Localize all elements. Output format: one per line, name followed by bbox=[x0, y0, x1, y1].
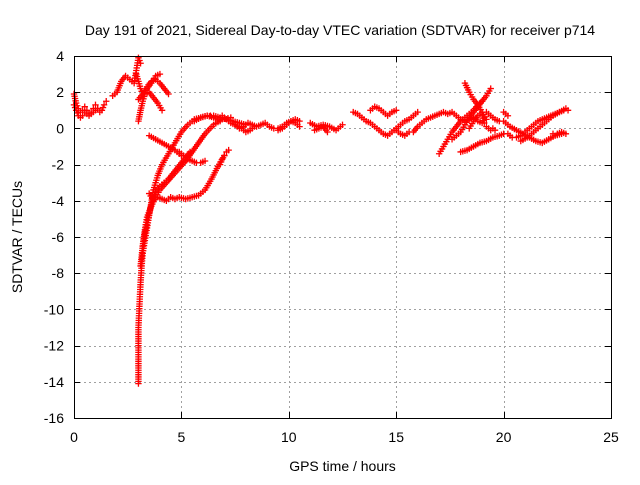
series-arc-25 bbox=[461, 79, 490, 123]
data-point bbox=[219, 155, 226, 163]
data-point bbox=[296, 117, 303, 125]
y-tick-label: -4 bbox=[52, 193, 65, 209]
data-point bbox=[165, 90, 172, 98]
series-arc-9 bbox=[139, 148, 194, 250]
series-arc-17 bbox=[274, 116, 303, 134]
data-point bbox=[491, 127, 499, 134]
y-tick-label: -6 bbox=[52, 229, 65, 245]
data-point bbox=[178, 152, 185, 159]
data-point bbox=[186, 148, 194, 156]
data-point bbox=[79, 112, 86, 119]
y-tick-label: 2 bbox=[56, 84, 64, 100]
x-tick-label: 15 bbox=[388, 429, 404, 445]
series-arc-28 bbox=[478, 112, 499, 134]
x-tick-label: 25 bbox=[603, 429, 619, 445]
data-point bbox=[201, 157, 209, 165]
y-tick-label: -12 bbox=[44, 338, 64, 354]
series-arc-19 bbox=[311, 123, 331, 136]
series-arc-11 bbox=[216, 146, 232, 168]
series-arc-21 bbox=[367, 103, 400, 119]
data-point bbox=[324, 128, 331, 136]
data-point bbox=[221, 152, 228, 159]
series-arc-18 bbox=[307, 119, 346, 134]
data-point bbox=[92, 101, 99, 109]
y-tick-label: 0 bbox=[56, 120, 64, 136]
y-axis-title: SDTVAR / TECUs bbox=[9, 181, 25, 293]
data-point bbox=[103, 98, 110, 105]
data-point bbox=[483, 116, 490, 123]
chart-title: Day 191 of 2021, Sidereal Day-to-day VTE… bbox=[85, 22, 595, 38]
x-tick-label: 5 bbox=[178, 429, 186, 445]
data-point bbox=[296, 123, 303, 130]
x-axis-title: GPS time / hours bbox=[289, 458, 396, 474]
data-point bbox=[225, 146, 232, 154]
y-tick-label: -16 bbox=[44, 410, 64, 426]
y-tick-label: -14 bbox=[44, 374, 64, 390]
x-tick-label: 10 bbox=[281, 429, 297, 445]
data-point bbox=[156, 70, 164, 78]
series-arc-31 bbox=[517, 105, 570, 145]
data-point bbox=[487, 85, 494, 92]
data-point bbox=[137, 60, 144, 67]
data-point bbox=[339, 121, 346, 128]
data-point bbox=[94, 105, 101, 112]
series-arc-32 bbox=[549, 128, 570, 138]
data-point bbox=[81, 103, 88, 110]
series-arc-16 bbox=[231, 121, 258, 136]
series-arc-27 bbox=[457, 130, 507, 156]
data-point bbox=[414, 108, 421, 116]
axis-ticks: 0 5 10 15 20 25 -16 -14 -12 -10 -8 -6 -4 -2 0 2 4 bbox=[44, 48, 619, 445]
data-point bbox=[393, 107, 400, 114]
grid bbox=[74, 56, 611, 418]
data-point bbox=[562, 105, 570, 112]
data-point bbox=[481, 119, 488, 127]
x-tick-label: 0 bbox=[70, 429, 78, 445]
series-arc-13 bbox=[145, 132, 185, 159]
data-point bbox=[158, 107, 166, 114]
y-tick-label: -2 bbox=[52, 157, 65, 173]
data-point bbox=[504, 112, 512, 119]
data-point bbox=[100, 101, 108, 109]
series-arc-3 bbox=[109, 54, 144, 100]
y-tick-label: -10 bbox=[44, 301, 64, 317]
series-arc-6 bbox=[135, 89, 166, 125]
y-tick-label: 4 bbox=[56, 48, 64, 64]
data-point bbox=[251, 123, 258, 130]
series-arc-20 bbox=[350, 108, 421, 139]
series-arc-33 bbox=[500, 108, 512, 119]
data-point bbox=[562, 130, 570, 138]
x-tick-label: 20 bbox=[496, 429, 512, 445]
y-tick-label: -8 bbox=[52, 265, 65, 281]
series-arc-2 bbox=[70, 101, 101, 121]
data-series bbox=[70, 54, 572, 387]
